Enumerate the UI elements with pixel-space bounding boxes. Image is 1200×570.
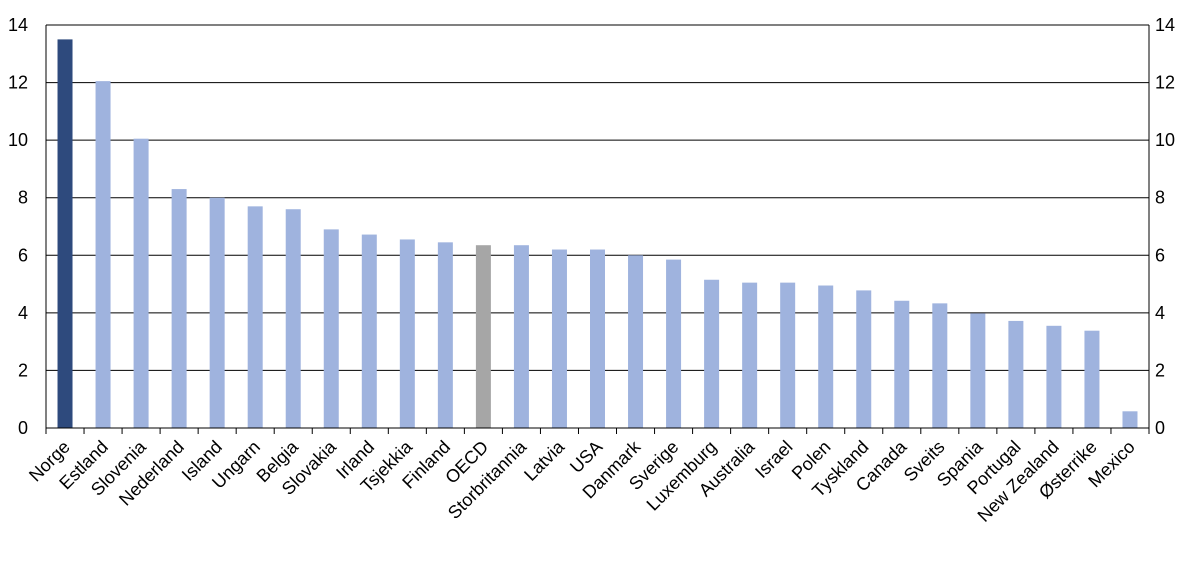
- bar-estland: [95, 81, 111, 428]
- y-tick-label-right: 2: [1155, 360, 1165, 380]
- bar-tsjekkia: [399, 239, 415, 428]
- bar-ungarn: [247, 206, 263, 428]
- y-tick-label-left: 6: [18, 245, 28, 265]
- bar-australia: [742, 282, 758, 428]
- right-y-axis-tick-labels: 0 2 4 6 8 10 12 14: [1155, 15, 1175, 438]
- y-tick-label-left: 8: [18, 188, 28, 208]
- bar-usa: [590, 249, 605, 428]
- y-tick-label-right: 12: [1155, 73, 1175, 93]
- bar-latvia: [551, 249, 567, 428]
- bar-slovakia: [323, 229, 339, 428]
- y-tick-label-right: 10: [1155, 130, 1175, 150]
- y-tick-label-right: 8: [1155, 188, 1165, 208]
- y-tick-label-right: 14: [1155, 15, 1175, 35]
- y-tick-label-right: 6: [1155, 245, 1165, 265]
- y-tick-label-left: 12: [8, 73, 28, 93]
- bar-island: [209, 197, 225, 428]
- y-tick-label-right: 4: [1155, 303, 1165, 323]
- bar-østerrike: [1084, 330, 1100, 428]
- x-tick-label: Latvia: [520, 436, 569, 485]
- bar-finland: [437, 242, 453, 428]
- bar-sveits: [932, 303, 948, 428]
- bar-spania: [970, 313, 986, 428]
- bar-new-zealand: [1046, 325, 1062, 428]
- bar-slovenia: [133, 138, 149, 429]
- bar-belgia: [285, 209, 301, 428]
- y-tick-label-left: 4: [18, 303, 28, 323]
- bar-oecd: [475, 245, 491, 428]
- bar-canada: [894, 300, 910, 428]
- bar-tyskland: [856, 290, 872, 428]
- x-tick-label: Israel: [751, 437, 796, 482]
- y-tick-label-left: 10: [8, 130, 28, 150]
- bar-nederland: [171, 189, 187, 428]
- bar-israel: [780, 282, 796, 428]
- bar-luxemburg: [704, 279, 720, 428]
- y-tick-label-right: 0: [1155, 418, 1165, 438]
- y-tick-label-left: 0: [18, 418, 28, 438]
- y-tick-label-left: 14: [8, 15, 28, 35]
- axes: [45, 25, 1150, 434]
- bar-danmark: [628, 255, 644, 428]
- bar-sverige: [666, 259, 682, 428]
- bar-storbritannia: [513, 245, 529, 428]
- bar-norge: [57, 39, 73, 429]
- left-y-axis-tick-labels: 0 2 4 6 8 10 12 14: [8, 15, 28, 438]
- bar-portugal: [1008, 320, 1024, 428]
- bars: [57, 39, 1138, 429]
- category-labels: NorgeEstlandSloveniaNederlandIslandUngar…: [25, 436, 1139, 526]
- bar-irland: [361, 234, 377, 428]
- bar-mexico: [1122, 411, 1138, 428]
- y-tick-label-left: 2: [18, 360, 28, 380]
- bar-polen: [818, 285, 834, 428]
